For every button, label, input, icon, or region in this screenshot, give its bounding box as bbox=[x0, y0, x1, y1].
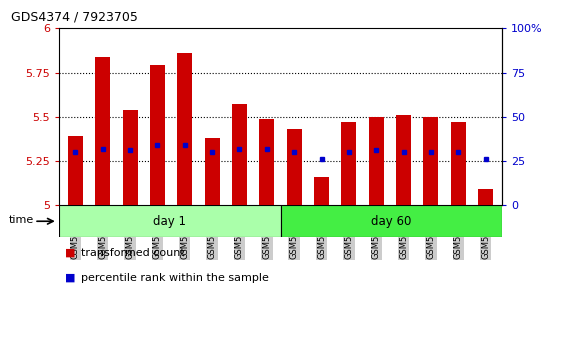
Bar bbox=[478, 189, 493, 205]
Bar bbox=[396, 115, 411, 205]
Text: time: time bbox=[9, 215, 34, 225]
Text: percentile rank within the sample: percentile rank within the sample bbox=[81, 273, 269, 282]
Bar bbox=[232, 104, 247, 205]
Bar bbox=[68, 136, 83, 205]
Bar bbox=[59, 205, 280, 237]
Text: transformed count: transformed count bbox=[81, 248, 185, 258]
Text: day 60: day 60 bbox=[371, 215, 411, 228]
Bar bbox=[205, 138, 219, 205]
Bar bbox=[95, 57, 110, 205]
Text: GDS4374 / 7923705: GDS4374 / 7923705 bbox=[11, 11, 138, 24]
Bar bbox=[451, 122, 466, 205]
Bar bbox=[259, 119, 274, 205]
Bar bbox=[177, 53, 192, 205]
Bar bbox=[424, 117, 439, 205]
Text: ■: ■ bbox=[65, 248, 75, 258]
Bar bbox=[287, 129, 302, 205]
Text: ■: ■ bbox=[65, 273, 75, 282]
Bar bbox=[150, 65, 165, 205]
Text: day 1: day 1 bbox=[153, 215, 186, 228]
Bar bbox=[342, 122, 356, 205]
Bar bbox=[369, 117, 384, 205]
Bar bbox=[280, 205, 502, 237]
Bar bbox=[122, 110, 137, 205]
Bar bbox=[314, 177, 329, 205]
